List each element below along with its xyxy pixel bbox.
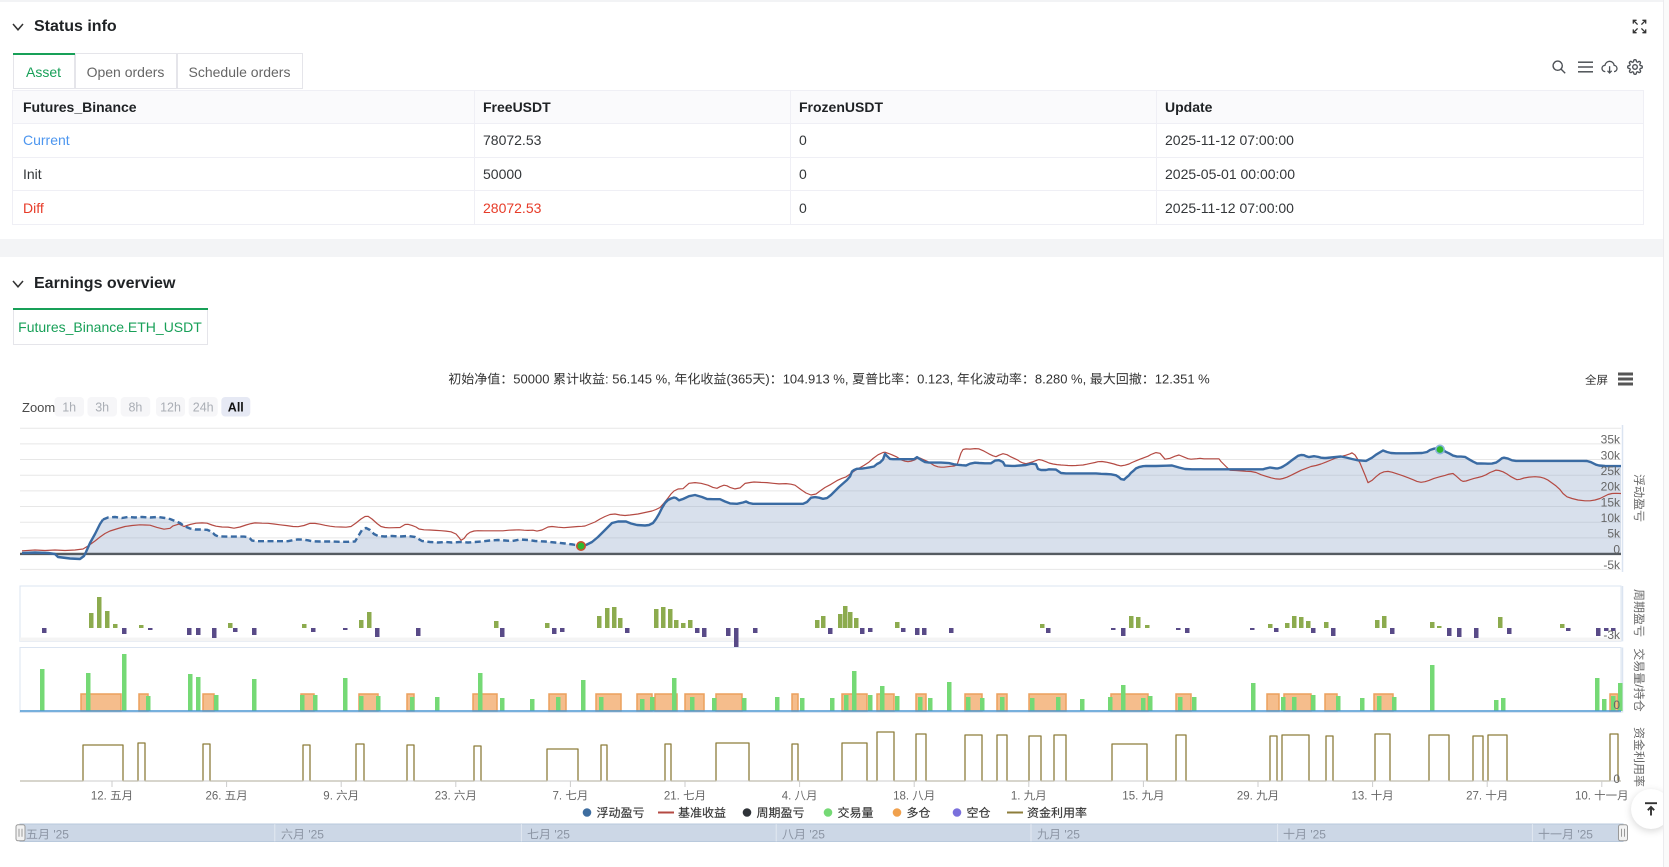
- svg-text:15k: 15k: [1601, 495, 1621, 509]
- svg-text:'25: '25: [1061, 828, 1080, 842]
- svg-text:104.913 %,: 104.913 %,: [783, 372, 852, 387]
- svg-text:12.351 %: 12.351 %: [1155, 372, 1210, 387]
- svg-text:(365: (365: [726, 372, 752, 387]
- svg-text:30k: 30k: [1601, 448, 1621, 462]
- svg-text:12h: 12h: [160, 401, 181, 415]
- svg-text:: 56.145 %,: : 56.145 %,: [605, 372, 674, 387]
- svg-text:21.: 21.: [664, 791, 683, 803]
- svg-text:8.280 %,: 8.280 %,: [1035, 372, 1090, 387]
- svg-text:50000: 50000: [513, 372, 553, 387]
- svg-text:23.: 23.: [435, 791, 454, 803]
- svg-text:7.: 7.: [553, 791, 566, 803]
- svg-text:5k: 5k: [1607, 527, 1621, 541]
- svg-text:3h: 3h: [95, 401, 109, 415]
- svg-text:-5k: -5k: [1603, 558, 1621, 572]
- svg-text:'25: '25: [551, 828, 570, 842]
- svg-text:10.: 10.: [1575, 791, 1594, 803]
- svg-text:): ): [765, 372, 769, 387]
- svg-text:26.: 26.: [206, 791, 225, 803]
- svg-text:0: 0: [1613, 542, 1620, 556]
- svg-text:25k: 25k: [1601, 464, 1621, 478]
- svg-text:0.123,: 0.123,: [917, 372, 957, 387]
- svg-text:9.: 9.: [323, 791, 336, 803]
- svg-text:10k: 10k: [1601, 511, 1621, 525]
- svg-text:'25: '25: [1307, 828, 1326, 842]
- svg-text:'25: '25: [50, 828, 69, 842]
- svg-text:13.: 13.: [1352, 791, 1371, 803]
- svg-text:0: 0: [1613, 698, 1620, 712]
- svg-text:-3k: -3k: [1603, 628, 1621, 642]
- svg-text:1h: 1h: [62, 401, 76, 415]
- svg-text:'25: '25: [806, 828, 825, 842]
- svg-text:12.: 12.: [91, 791, 110, 803]
- svg-text:All: All: [228, 401, 244, 415]
- svg-text:18.: 18.: [893, 791, 912, 803]
- svg-text:'25: '25: [1574, 828, 1593, 842]
- svg-text:1.: 1.: [1011, 791, 1024, 803]
- svg-text:20k: 20k: [1601, 480, 1621, 494]
- svg-text:27.: 27.: [1466, 791, 1485, 803]
- svg-text:24h: 24h: [193, 401, 214, 415]
- svg-text:'25: '25: [305, 828, 324, 842]
- svg-text:29.: 29.: [1237, 791, 1256, 803]
- svg-text:0: 0: [1613, 772, 1620, 786]
- svg-text:/: /: [1632, 684, 1646, 688]
- svg-text:15.: 15.: [1122, 791, 1141, 803]
- svg-text:35k: 35k: [1601, 433, 1621, 447]
- svg-text:Zoom: Zoom: [22, 400, 55, 415]
- svg-text:8h: 8h: [128, 401, 142, 415]
- svg-text:4.: 4.: [782, 791, 795, 803]
